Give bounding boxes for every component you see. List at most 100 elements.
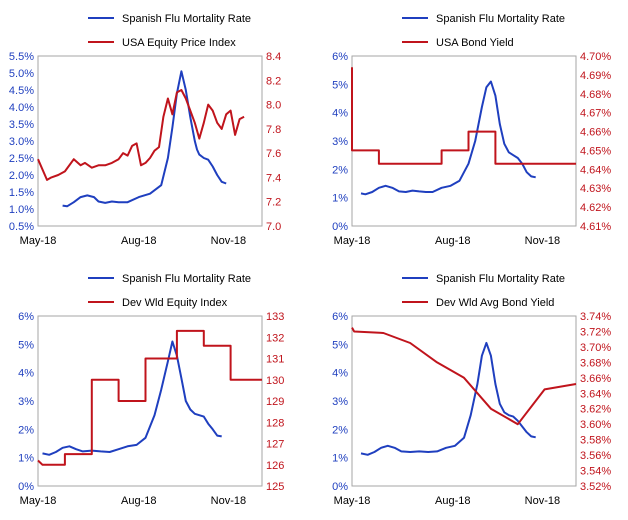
right-axis-tick-label: 3.62% [580, 404, 611, 416]
left-axis-tick-label: 3% [332, 396, 348, 408]
right-axis-tick-label: 3.58% [580, 435, 611, 447]
left-axis-tick-label: 6% [18, 311, 34, 323]
right-axis-tick-label: 3.70% [580, 342, 611, 354]
left-axis-tick-label: 4% [18, 368, 34, 380]
right-axis-tick-label: 7.2 [266, 197, 281, 209]
left-axis-tick-label: 3% [18, 396, 34, 408]
left-axis-tick-label: 1.0% [9, 204, 34, 216]
right-axis-tick-label: 4.61% [580, 221, 611, 233]
right-axis-tick-label: 3.74% [580, 311, 611, 323]
right-axis-tick-label: 8.0 [266, 100, 281, 112]
left-axis-tick-label: 4.0% [9, 102, 34, 114]
right-axis-tick-label: 125 [266, 481, 284, 493]
right-axis-tick-label: 7.4 [266, 172, 281, 184]
series-line [351, 67, 576, 165]
right-axis-tick-label: 4.62% [580, 202, 611, 214]
left-axis-tick-label: 5.0% [9, 68, 34, 80]
x-axis-tick-label: Nov-18 [211, 235, 246, 247]
left-axis-tick-label: 4.5% [9, 85, 34, 97]
x-axis-tick-label: Aug-18 [435, 235, 470, 247]
left-axis-tick-label: 1% [18, 453, 34, 465]
right-axis-tick-label: 7.6 [266, 148, 281, 160]
left-axis-tick-label: 2% [332, 164, 348, 176]
x-axis-tick-label: May-18 [20, 495, 57, 507]
left-axis-tick-label: 1.5% [9, 187, 34, 199]
right-axis-tick-label: 7.0 [266, 221, 281, 233]
right-axis-tick-label: 129 [266, 396, 284, 408]
right-axis-tick-label: 4.68% [580, 89, 611, 101]
right-axis-tick-label: 3.56% [580, 450, 611, 462]
x-axis-tick-label: Nov-18 [211, 495, 246, 507]
x-axis-tick-label: May-18 [20, 235, 57, 247]
right-axis-tick-label: 3.60% [580, 419, 611, 431]
legend-label: Spanish Flu Mortality Rate [122, 273, 251, 285]
right-axis-tick-label: 4.70% [580, 51, 611, 63]
left-axis-tick-label: 2.5% [9, 153, 34, 165]
right-axis-tick-label: 132 [266, 332, 284, 344]
series-line [62, 70, 227, 208]
legend-label: Spanish Flu Mortality Rate [436, 273, 565, 285]
right-axis-tick-label: 3.52% [580, 481, 611, 493]
left-axis-tick-label: 5% [332, 79, 348, 91]
series-line [42, 340, 222, 456]
left-axis-tick-label: 6% [332, 311, 348, 323]
x-axis-tick-label: Nov-18 [525, 235, 560, 247]
left-axis-tick-label: 1% [332, 453, 348, 465]
right-axis-tick-label: 8.2 [266, 75, 281, 87]
right-axis-tick-label: 4.63% [580, 183, 611, 195]
chart-panel-3: Spanish Flu Mortality Rate Dev Wld Equity… [0, 260, 314, 520]
legend-label: USA Bond Yield [436, 37, 514, 49]
left-axis-tick-label: 0% [332, 481, 348, 493]
plot-frame [351, 315, 577, 487]
right-axis-tick-label: 4.64% [580, 164, 611, 176]
plot-frame [351, 55, 577, 227]
right-axis-tick-label: 3.72% [580, 326, 611, 338]
x-axis-tick-label: Nov-18 [525, 495, 560, 507]
series-line [351, 327, 577, 426]
right-axis-tick-label: 3.66% [580, 373, 611, 385]
left-axis-tick-label: 4% [332, 368, 348, 380]
right-axis-tick-label: 127 [266, 439, 284, 451]
series-line [37, 329, 262, 466]
right-axis-tick-label: 128 [266, 417, 284, 429]
chart-panel-2: Spanish Flu Mortality Rate USA Bond Yield… [314, 0, 628, 260]
chart-panel-1: Spanish Flu Mortality Rate USA Equity Pri… [0, 0, 314, 260]
chart-svg: Spanish Flu Mortality Rate Dev Wld Equity… [18, 273, 284, 507]
plot-frame [37, 55, 263, 227]
right-axis-tick-label: 126 [266, 460, 284, 472]
left-axis-tick-label: 3.5% [9, 119, 34, 131]
left-axis-tick-label: 2.0% [9, 170, 34, 182]
right-axis-tick-label: 3.68% [580, 357, 611, 369]
series-line [360, 80, 536, 196]
right-axis-tick-label: 133 [266, 311, 284, 323]
chart-svg: Spanish Flu Mortality Rate USA Equity Pri… [9, 13, 281, 247]
left-axis-tick-label: 0.5% [9, 221, 34, 233]
left-axis-tick-label: 0% [18, 481, 34, 493]
legend-label: Dev Wld Avg Bond Yield [436, 297, 554, 309]
series-line [360, 341, 536, 456]
left-axis-tick-label: 0% [332, 221, 348, 233]
right-axis-tick-label: 4.65% [580, 145, 611, 157]
left-axis-tick-label: 4% [332, 108, 348, 120]
left-axis-tick-label: 5.5% [9, 51, 34, 63]
legend-label: USA Equity Price Index [122, 37, 236, 49]
right-axis-tick-label: 130 [266, 375, 284, 387]
left-axis-tick-label: 3.0% [9, 136, 34, 148]
x-axis-tick-label: May-18 [334, 235, 371, 247]
left-axis-tick-label: 5% [332, 339, 348, 351]
right-axis-tick-label: 8.4 [266, 51, 281, 63]
legend-label: Spanish Flu Mortality Rate [436, 13, 565, 25]
x-axis-tick-label: Aug-18 [435, 495, 470, 507]
right-axis-tick-label: 131 [266, 354, 284, 366]
left-axis-tick-label: 2% [18, 424, 34, 436]
left-axis-tick-label: 3% [332, 136, 348, 148]
left-axis-tick-label: 6% [332, 51, 348, 63]
left-axis-tick-label: 2% [332, 424, 348, 436]
series-line [37, 89, 245, 181]
legend-label: Spanish Flu Mortality Rate [122, 13, 251, 25]
chart-panel-4: Spanish Flu Mortality Rate Dev Wld Avg Bo… [314, 260, 628, 520]
left-axis-tick-label: 5% [18, 339, 34, 351]
right-axis-tick-label: 3.54% [580, 466, 611, 478]
right-axis-tick-label: 4.66% [580, 127, 611, 139]
